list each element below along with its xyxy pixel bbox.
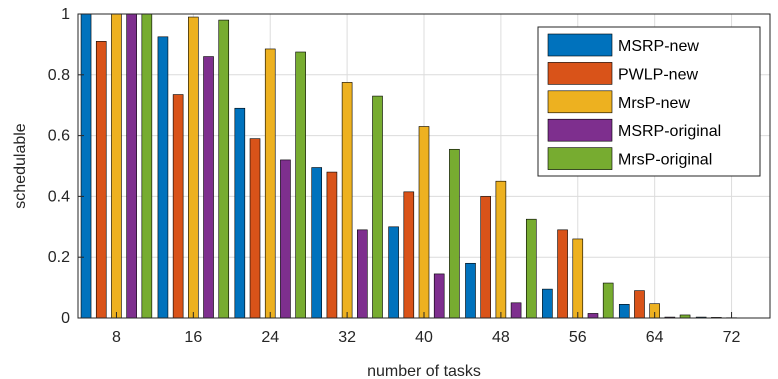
bar-mrsp-original-40 xyxy=(449,148,460,319)
y-tick-label: 0.8 xyxy=(48,67,70,84)
bar-pwlp-new-8 xyxy=(95,41,107,319)
bar-msrp-original-16 xyxy=(203,56,214,319)
bar-msrp-original-48 xyxy=(510,302,522,319)
bar-mrsp-new-40 xyxy=(418,126,430,319)
y-tick-label: 0.2 xyxy=(48,249,70,266)
legend-label: PWLP-new xyxy=(618,66,698,83)
bar-mrsp-new-8 xyxy=(111,13,122,319)
bar-msrp-new-48 xyxy=(465,262,476,319)
bar-msrp-new-40 xyxy=(388,226,399,319)
bar-mrsp-new-32 xyxy=(341,82,353,319)
bar-msrp-original-32 xyxy=(357,229,368,319)
bar-msrp-original-56 xyxy=(587,313,599,319)
legend-swatch xyxy=(547,33,613,57)
x-tick-label: 24 xyxy=(261,329,279,346)
legend-label: MSRP-original xyxy=(618,123,721,140)
bar-mrsp-original-48 xyxy=(525,218,537,319)
legend-label: MrsP-original xyxy=(618,152,712,169)
x-tick-label: 16 xyxy=(184,329,202,346)
bar-msrp-original-8 xyxy=(126,13,137,319)
y-tick-label: 0 xyxy=(61,310,70,327)
bar-msrp-new-64 xyxy=(618,304,630,319)
bar-pwlp-new-48 xyxy=(480,196,491,319)
bar-msrp-original-40 xyxy=(433,273,445,319)
legend-swatch xyxy=(547,147,613,170)
bar-mrsp-new-24 xyxy=(264,48,276,319)
y-tick-label: 1 xyxy=(61,6,70,23)
bar-mrsp-new-48 xyxy=(495,180,507,319)
x-tick-label: 56 xyxy=(569,329,587,346)
legend-swatch xyxy=(547,62,613,85)
x-tick-label: 64 xyxy=(646,329,664,346)
bar-pwlp-new-40 xyxy=(403,191,415,319)
x-tick-label: 48 xyxy=(492,329,510,346)
bar-mrsp-original-16 xyxy=(218,19,230,319)
y-axis-label: schedulable xyxy=(12,123,29,209)
bar-pwlp-new-16 xyxy=(172,94,184,319)
bar-msrp-new-8 xyxy=(80,13,92,319)
y-tick-label: 0.6 xyxy=(48,128,70,145)
bar-msrp-original-24 xyxy=(280,159,291,319)
bar-msrp-new-56 xyxy=(542,288,553,319)
bar-mrsp-new-56 xyxy=(572,238,584,319)
bar-mrsp-original-24 xyxy=(295,51,306,319)
bar-pwlp-new-24 xyxy=(249,138,261,319)
y-tick-label: 0.4 xyxy=(48,188,70,205)
bar-mrsp-new-16 xyxy=(188,16,199,319)
x-tick-label: 8 xyxy=(112,329,121,346)
legend-label: MSRP-new xyxy=(618,38,699,55)
x-axis-label: number of tasks xyxy=(367,363,481,379)
legend-label: MrsP-new xyxy=(618,95,690,112)
bar-pwlp-new-32 xyxy=(326,171,338,319)
legend: MSRP-new PWLP-new MrsP-new MSRP-original Mrs… xyxy=(537,26,761,177)
bar-pwlp-new-64 xyxy=(634,290,645,319)
bar-msrp-new-16 xyxy=(157,36,169,319)
bar-msrp-new-32 xyxy=(311,167,323,319)
legend-swatch xyxy=(547,90,613,114)
bar-mrsp-original-56 xyxy=(602,282,614,319)
x-tick-label: 40 xyxy=(415,329,433,346)
axis-ticks: 0 0.2 0.4 0.6 0.8 1 8 16 24 32 40 48 56 64 72 xyxy=(48,6,741,346)
legend-swatch xyxy=(547,118,613,142)
bar-mrsp-original-8 xyxy=(141,13,153,319)
bar-msrp-new-24 xyxy=(234,107,246,319)
bar-pwlp-new-56 xyxy=(557,229,568,319)
bar-mrsp-original-32 xyxy=(372,95,383,319)
x-tick-label: 72 xyxy=(723,329,741,346)
x-tick-label: 32 xyxy=(338,329,356,346)
